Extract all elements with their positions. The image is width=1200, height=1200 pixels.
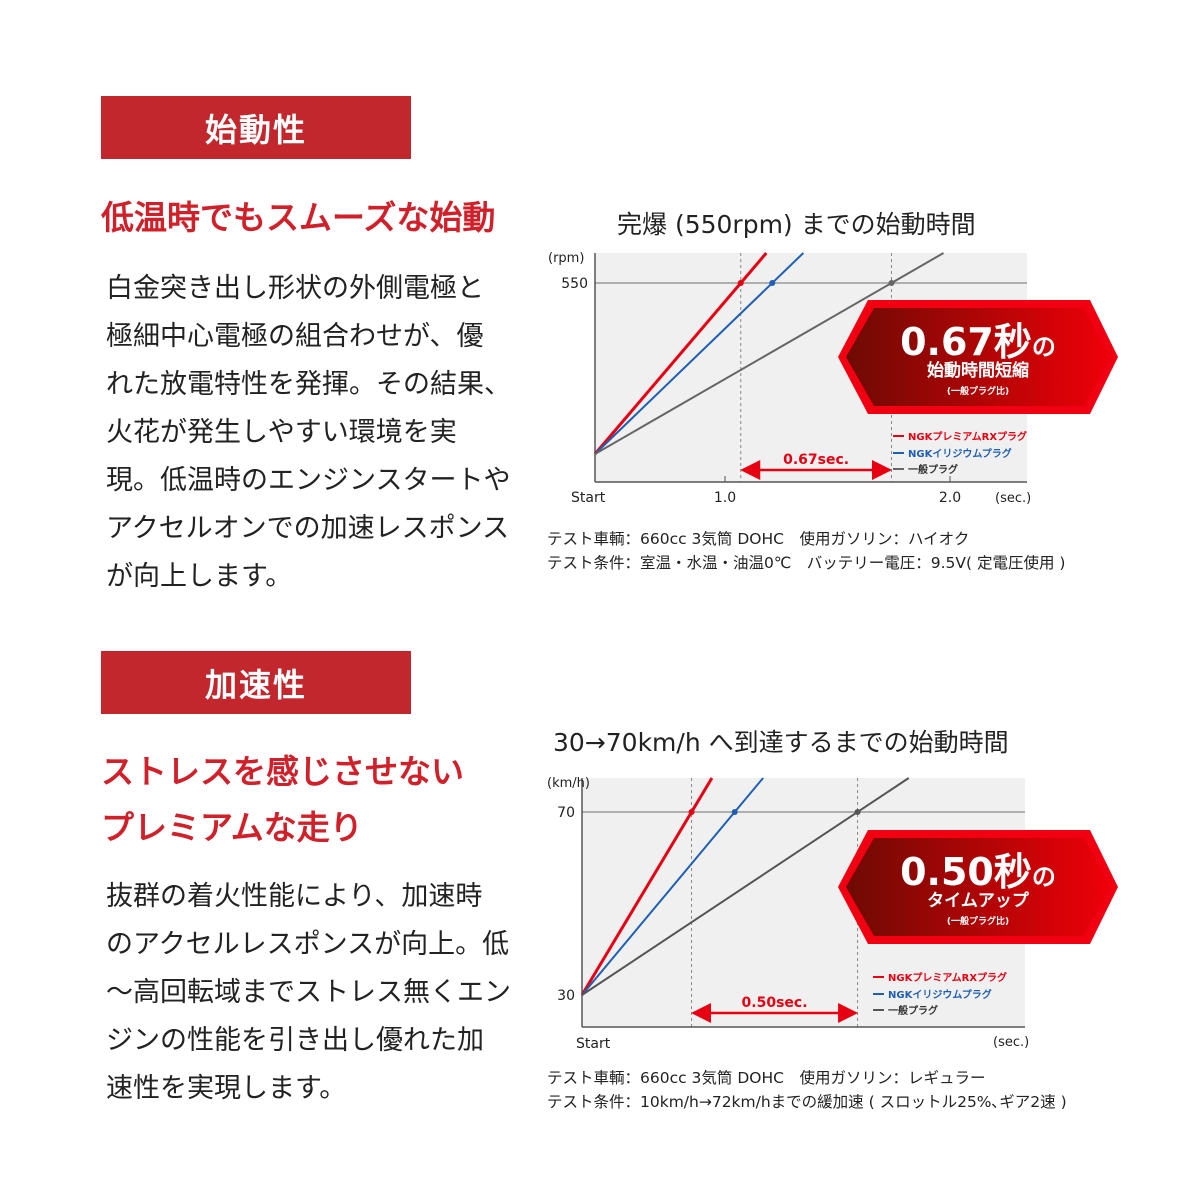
note-line: テスト車輌：660cc 3気筒 DOHC 使用ガソリン：レギュラー — [547, 1069, 986, 1087]
legend-label: NGKイリジウムプラグ — [908, 447, 1012, 460]
callout-note: (一般プラグ比) — [947, 385, 1009, 397]
series-line — [594, 252, 805, 455]
heading-line: プレミアムな走り — [101, 808, 363, 847]
test-notes: テスト車輌：660cc 3気筒 DOHC 使用ガソリン：レギュラー テスト条件：… — [547, 1066, 1067, 1114]
legend-label: NGKプレミアムRXプラグ — [888, 971, 1007, 984]
body-line: 〜高回転域までストレス無くエン — [106, 977, 511, 1008]
note-line: テスト条件：10km/h→72km/hまでの緩加速 ( スロットル25%､ギア2… — [547, 1093, 1067, 1111]
target-point — [888, 280, 895, 286]
body-line: れた放電特性を発揮。その結果、 — [106, 369, 511, 400]
callout-sub: タイムアップ — [927, 890, 1030, 911]
callout-suffix: の — [1032, 333, 1056, 361]
callout-value: 0.67秒の — [900, 320, 1056, 364]
note-line: テスト車輌：660cc 3気筒 DOHC 使用ガソリン：ハイオク — [547, 530, 970, 548]
legend-label: 一般プラグ — [908, 463, 958, 476]
body-line: 速性を実現します。 — [106, 1073, 347, 1104]
body-line: 現。低温時のエンジンスタートや — [106, 465, 511, 496]
x-tick-label: 2.0 — [939, 490, 961, 506]
gap-label: 0.50sec. — [742, 995, 808, 1011]
series-line — [594, 252, 945, 455]
body-line: 白金突き出し形状の外側電極と — [106, 273, 484, 304]
target-point — [731, 809, 738, 815]
x-axis-label: (sec.) — [993, 1035, 1029, 1050]
note-line: テスト条件：室温・水温・油温0℃ バッテリー電圧：9.5V( 定電圧使用 ) — [547, 554, 1066, 572]
legend-label: NGKイリジウムプラグ — [888, 988, 992, 1001]
body-line: のアクセルレスポンスが向上。低 — [106, 929, 510, 960]
section-badge-acceleration: 加速性 — [101, 651, 411, 714]
y-axis-label: (km/h) — [547, 776, 590, 791]
callout-main: 0.50秒 — [900, 850, 1032, 894]
x-tick-label: 1.0 — [714, 490, 736, 506]
test-notes: テスト車輌：660cc 3気筒 DOHC 使用ガソリン：ハイオク テスト条件：室… — [547, 527, 1065, 575]
body-line: 抜群の着火性能により、加速時 — [106, 881, 483, 912]
chart-title: 完爆 (550rpm) までの始動時間 — [617, 210, 976, 239]
y-tick-label: 70 — [557, 805, 575, 821]
section-heading: ストレスを感じさせない プレミアムな走り — [101, 744, 464, 856]
callout-value: 0.50秒の — [900, 850, 1056, 894]
series-line — [593, 252, 768, 455]
x-start-label: Start — [571, 490, 606, 506]
target-point — [854, 809, 861, 815]
section-body: 白金突き出し形状の外側電極と 極細中心電極の組合わせが、優 れた放電特性を発揮。… — [106, 265, 511, 601]
y-axis-label: (rpm) — [548, 251, 584, 266]
callout-main: 0.67秒 — [900, 320, 1032, 364]
target-point — [688, 809, 695, 815]
target-point — [737, 280, 744, 286]
section-badge-starting: 始動性 — [101, 96, 411, 159]
legend-label: NGKプレミアムRXプラグ — [908, 430, 1027, 443]
x-start-label: Start — [576, 1036, 611, 1052]
x-axis-label: (sec.) — [995, 491, 1031, 506]
callout-badge — [846, 838, 1110, 936]
y-tick-label: 30 — [557, 988, 575, 1004]
callout-badge — [846, 308, 1110, 406]
body-line: が向上します。 — [106, 561, 293, 592]
target-point — [769, 280, 776, 286]
series-line — [581, 777, 910, 996]
heading-line: 低温時でもスムーズな始動 — [101, 198, 496, 237]
body-line: 火花が発生しやすい環境を実 — [106, 417, 457, 448]
gap-label: 0.67sec. — [783, 452, 849, 468]
body-line: 極細中心電極の組合わせが、優 — [106, 321, 484, 352]
y-tick-label: 550 — [561, 276, 588, 292]
body-line: ジンの性能を引き出し優れた加 — [106, 1025, 484, 1056]
section-body: 抜群の着火性能により、加速時 のアクセルレスポンスが向上。低 〜高回転域までスト… — [106, 873, 511, 1113]
chart-title: 30→70km/h へ到達するまでの始動時間 — [553, 728, 1009, 757]
callout-sub: 始動時間短縮 — [927, 360, 1029, 381]
callout-note: (一般プラグ比) — [947, 915, 1009, 927]
section-heading: 低温時でもスムーズな始動 — [101, 190, 495, 246]
callout-suffix: の — [1032, 863, 1056, 891]
body-line: アクセルオンでの加速レスポンス — [106, 513, 510, 544]
heading-line: ストレスを感じさせない — [101, 752, 464, 791]
legend-label: 一般プラグ — [888, 1004, 938, 1017]
